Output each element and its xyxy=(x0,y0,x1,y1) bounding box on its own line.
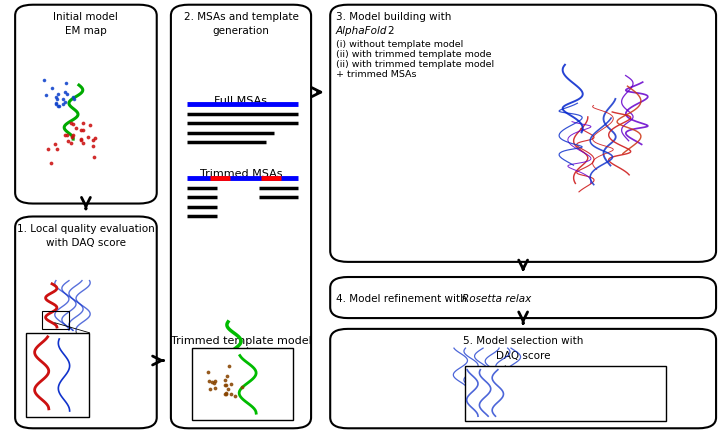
Point xyxy=(53,103,65,110)
Point xyxy=(220,382,231,389)
Text: Initial model: Initial model xyxy=(53,12,118,22)
Text: Trimmed MSAs: Trimmed MSAs xyxy=(200,168,282,178)
FancyBboxPatch shape xyxy=(330,6,716,262)
Bar xyxy=(42,312,69,329)
Point xyxy=(65,121,76,128)
Text: 5. Model selection with: 5. Model selection with xyxy=(463,335,583,345)
Point xyxy=(40,92,52,99)
Point xyxy=(222,386,234,393)
Point xyxy=(203,378,215,385)
Text: with DAQ score: with DAQ score xyxy=(46,238,126,248)
Text: (i) without template model: (i) without template model xyxy=(336,40,463,49)
FancyBboxPatch shape xyxy=(330,329,716,428)
Point xyxy=(68,96,79,103)
Text: 2: 2 xyxy=(388,26,394,36)
FancyBboxPatch shape xyxy=(15,217,156,428)
Point xyxy=(60,81,71,88)
Point xyxy=(219,391,231,398)
FancyBboxPatch shape xyxy=(15,6,156,204)
Bar xyxy=(192,348,293,420)
Point xyxy=(76,128,87,135)
Point xyxy=(221,373,233,380)
Point xyxy=(75,136,87,143)
Point xyxy=(68,132,79,139)
Point xyxy=(45,160,56,167)
Point xyxy=(71,126,82,133)
Point xyxy=(206,379,218,386)
Point xyxy=(89,135,100,142)
Point xyxy=(58,102,69,108)
Point xyxy=(225,381,236,388)
Point xyxy=(59,99,71,106)
Point xyxy=(225,391,236,398)
Point xyxy=(65,140,76,147)
Point xyxy=(82,135,94,141)
Point xyxy=(62,138,74,145)
Point xyxy=(209,378,221,385)
Text: 3. Model building with: 3. Model building with xyxy=(336,12,451,22)
Bar xyxy=(465,366,666,421)
Text: Full MSAs: Full MSAs xyxy=(214,96,267,106)
Text: + trimmed MSAs: + trimmed MSAs xyxy=(336,70,416,79)
Point xyxy=(52,147,63,154)
Text: Trimmed template model: Trimmed template model xyxy=(171,335,311,345)
Point xyxy=(219,381,231,388)
Point xyxy=(50,101,62,108)
Point xyxy=(84,122,95,129)
Polygon shape xyxy=(15,259,129,363)
Point xyxy=(53,92,64,99)
Point xyxy=(76,137,87,144)
Point xyxy=(61,91,73,98)
Point xyxy=(220,390,231,397)
FancyBboxPatch shape xyxy=(171,6,311,428)
Text: 4. Model refinement with: 4. Model refinement with xyxy=(336,293,470,303)
Point xyxy=(61,132,73,139)
Point xyxy=(66,135,78,141)
Polygon shape xyxy=(21,62,135,175)
Point xyxy=(221,390,232,397)
Point xyxy=(59,89,71,96)
Point xyxy=(68,121,79,128)
Text: generation: generation xyxy=(213,26,270,36)
Point xyxy=(50,97,62,104)
Text: AlphaFold: AlphaFold xyxy=(336,26,387,36)
Point xyxy=(38,78,50,85)
Text: 1. Local quality evaluation: 1. Local quality evaluation xyxy=(17,224,155,233)
Point xyxy=(219,376,231,383)
Point xyxy=(53,103,64,110)
Text: EM map: EM map xyxy=(65,26,107,36)
Point xyxy=(203,369,214,376)
Point xyxy=(68,94,79,101)
FancyBboxPatch shape xyxy=(330,277,716,318)
Text: (ii) with trimmed template mode: (ii) with trimmed template mode xyxy=(336,50,492,59)
Text: Rosetta relax: Rosetta relax xyxy=(462,293,531,303)
Point xyxy=(87,143,99,150)
Point xyxy=(78,120,89,127)
Point xyxy=(78,140,89,147)
Point xyxy=(209,385,221,391)
Point xyxy=(57,97,68,104)
Point xyxy=(50,100,61,107)
Point xyxy=(50,94,62,101)
Text: DAQ score: DAQ score xyxy=(496,350,550,360)
Point xyxy=(89,154,100,161)
Point xyxy=(49,141,61,148)
Text: (ii) with trimmed template model: (ii) with trimmed template model xyxy=(336,60,494,69)
Point xyxy=(59,132,71,139)
Point xyxy=(204,386,216,393)
Bar xyxy=(26,333,89,418)
Point xyxy=(42,146,53,153)
Point xyxy=(87,137,99,144)
Point xyxy=(229,392,241,399)
Point xyxy=(46,85,58,92)
Point xyxy=(208,380,219,387)
Point xyxy=(224,363,235,370)
Text: 2. MSAs and template: 2. MSAs and template xyxy=(184,12,298,22)
Point xyxy=(77,128,89,135)
Point xyxy=(236,384,248,391)
